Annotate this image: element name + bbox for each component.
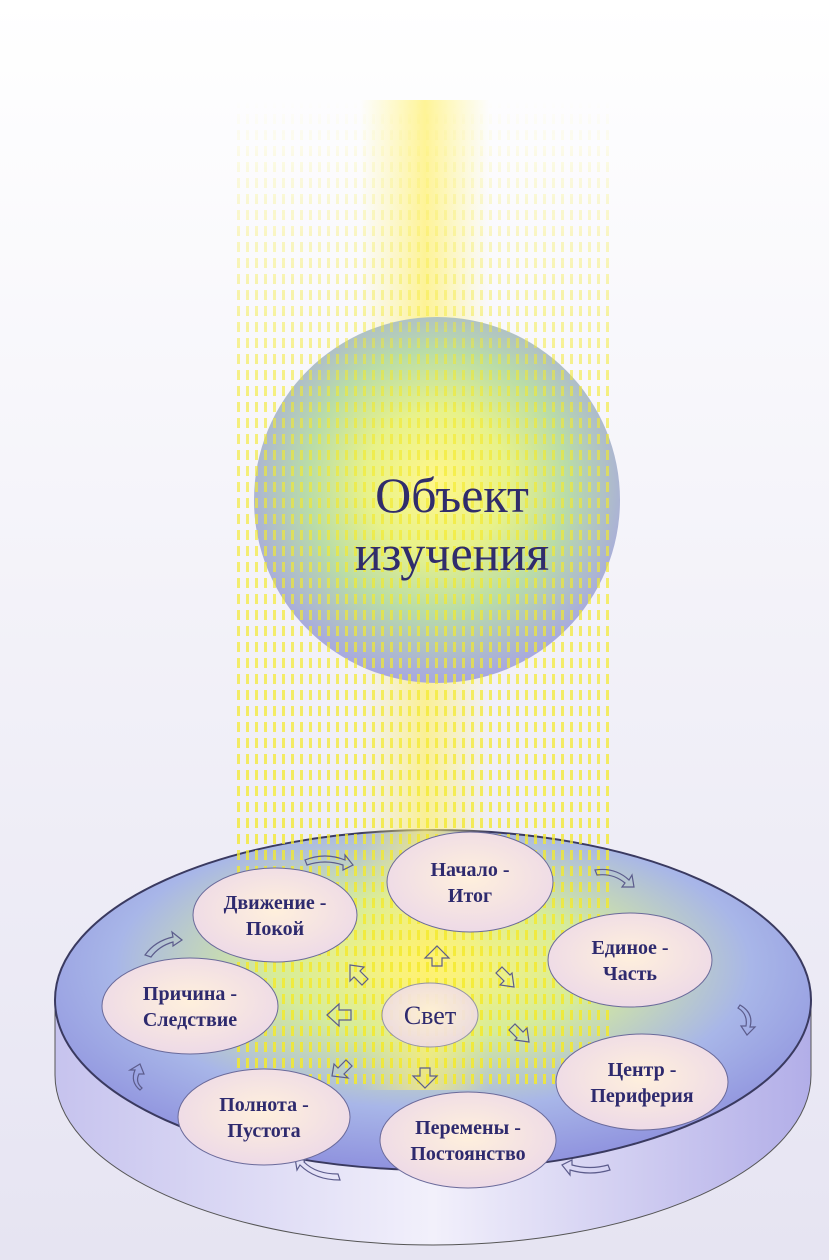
node	[178, 1069, 350, 1165]
node	[548, 913, 712, 1007]
node-label: Постоянство	[410, 1143, 525, 1165]
center-label: Свет	[404, 1001, 456, 1030]
node-label: Покой	[246, 918, 304, 940]
node-label: Часть	[603, 963, 657, 985]
node-label: Итог	[448, 885, 492, 907]
node-label: Начало -	[430, 859, 509, 881]
node-label: Причина -	[143, 983, 237, 1005]
node	[556, 1034, 728, 1130]
node	[193, 868, 357, 962]
node-label: Полнота -	[219, 1094, 309, 1116]
node	[387, 832, 553, 932]
node-label: Центр -	[608, 1059, 677, 1081]
page: Объект изучения Начало - Итог Движение - По…	[0, 0, 829, 1260]
sphere-label: изучения	[355, 525, 549, 581]
node-label: Движение -	[224, 892, 327, 914]
sphere-label: Объект	[375, 467, 529, 523]
node-label: Перемены -	[415, 1117, 521, 1139]
node	[380, 1092, 556, 1188]
node-label: Пустота	[227, 1120, 300, 1142]
node-label: Единое -	[591, 937, 668, 959]
node	[102, 958, 278, 1054]
node-label: Периферия	[590, 1085, 693, 1107]
diagram: Объект изучения Начало - Итог Движение - По…	[0, 0, 829, 1260]
node-label: Следствие	[143, 1009, 237, 1031]
